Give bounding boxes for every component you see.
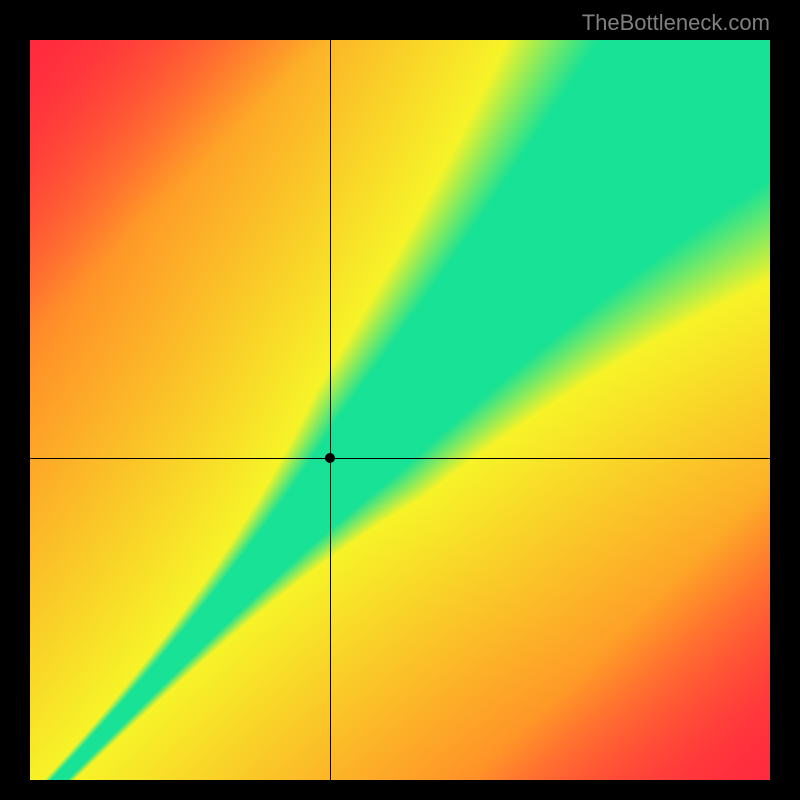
chart-container: TheBottleneck.com (0, 0, 800, 800)
attribution-text: TheBottleneck.com (582, 10, 770, 36)
heatmap-canvas (30, 40, 770, 780)
crosshair-vertical (330, 40, 331, 780)
data-point-marker (325, 453, 335, 463)
crosshair-horizontal (30, 458, 770, 459)
plot-area (30, 40, 770, 780)
